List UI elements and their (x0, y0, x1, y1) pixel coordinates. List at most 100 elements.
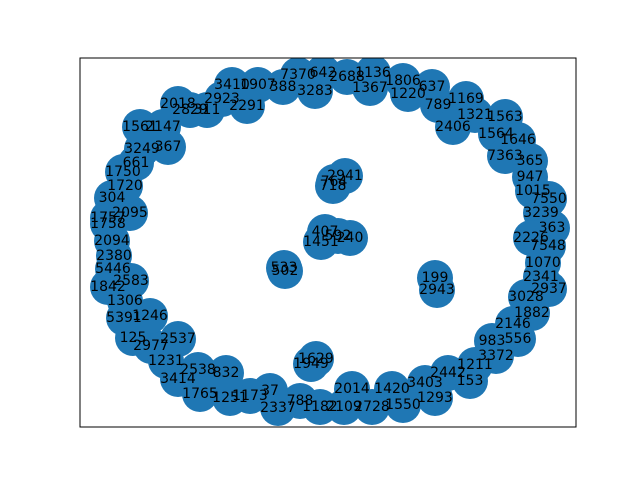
node-label: 3372 (478, 348, 514, 364)
node-label: 2095 (112, 205, 148, 221)
node-label: 1758 (90, 216, 126, 232)
node-label: 3414 (160, 371, 196, 387)
node-label: 37 (261, 383, 279, 399)
node-label: 1169 (448, 91, 484, 107)
node-label: 3239 (523, 205, 559, 221)
node-label: 832 (213, 365, 240, 381)
node-label: 311 (194, 102, 221, 118)
node-label: 983 (479, 333, 506, 349)
node-label: 2537 (160, 331, 196, 347)
node-label: 1070 (525, 255, 561, 271)
node-label: 2583 (113, 273, 149, 289)
node-label: 125 (120, 330, 147, 346)
node-label: 2538 (180, 362, 216, 378)
node-label: 3028 (508, 289, 544, 305)
node-label: 7363 (487, 148, 523, 164)
node-label: 1550 (385, 397, 421, 413)
node (267, 253, 303, 289)
node-label: 2018 (160, 96, 196, 112)
node-label: 407 (312, 224, 339, 240)
node-label: 1842 (90, 279, 126, 295)
node-label: 7370 (280, 67, 316, 83)
plot-frame (79, 57, 577, 428)
node (297, 73, 333, 109)
node-label: 2923 (204, 91, 240, 107)
node-label: 7550 (531, 191, 567, 207)
node (417, 380, 453, 416)
node-label: 5446 (95, 261, 131, 277)
node-label: 1646 (500, 132, 536, 148)
node-label: 153 (457, 373, 484, 389)
node-label: 1173 (232, 388, 268, 404)
node-label: 1451 (303, 234, 339, 250)
node-label: 1564 (478, 126, 514, 142)
node-label: 947 (517, 169, 544, 185)
node-label: 2943 (419, 282, 455, 298)
node-label: 2728 (354, 399, 390, 415)
node-label: 2109 (326, 399, 362, 415)
node (315, 168, 351, 204)
node-label: 2146 (495, 316, 531, 332)
node-label: 1015 (515, 183, 551, 199)
node-label: 1629 (298, 351, 334, 367)
node-label: 1806 (385, 73, 421, 89)
node-label: 1246 (132, 308, 168, 324)
node-label: 1882 (514, 305, 550, 321)
node-label: 3249 (124, 141, 160, 157)
node-label: 1321 (457, 107, 493, 123)
node (385, 387, 421, 423)
node-label: 1220 (390, 86, 426, 102)
node-label: 1563 (487, 109, 523, 125)
node-label: 788 (287, 393, 314, 409)
node-label: 1765 (182, 386, 218, 402)
node-label: 2094 (94, 233, 130, 249)
node-label: 1420 (374, 381, 410, 397)
node-label: 642 (310, 65, 337, 81)
node-label: 2147 (145, 119, 181, 135)
node-label: 5391 (106, 310, 142, 326)
node-label: 1231 (148, 353, 184, 369)
node-label: 2226 (513, 230, 549, 246)
node-label: 3283 (297, 83, 333, 99)
node-label: 789 (425, 97, 452, 113)
node-label: 2380 (96, 248, 132, 264)
node-label: 1367 (352, 80, 388, 96)
node (160, 321, 196, 357)
node (229, 88, 265, 124)
node-label: 1182 (302, 399, 338, 415)
node-label: 2291 (229, 98, 265, 114)
node-label: 1561 (122, 119, 158, 135)
node-label: 592 (325, 228, 352, 244)
node (390, 76, 426, 112)
node-label: 2829 (172, 102, 208, 118)
node-label: 1306 (107, 293, 143, 309)
node-label: 1750 (105, 164, 141, 180)
node (352, 70, 388, 106)
node-label: 764 (321, 174, 348, 190)
node (293, 346, 329, 382)
node-label: 365 (517, 153, 544, 169)
node-label: 2406 (435, 119, 471, 135)
node-label: 1211 (457, 357, 493, 373)
node (332, 220, 368, 256)
node-label: 556 (505, 331, 532, 347)
node-label: 718 (320, 178, 347, 194)
node-label: 2977 (133, 338, 169, 354)
node-label: 304 (99, 190, 126, 206)
node-label: 2341 (523, 269, 559, 285)
node-label: 2442 (430, 365, 466, 381)
node-label: 3403 (407, 375, 443, 391)
node-label: 199 (422, 270, 449, 286)
node-label: 2941 (327, 168, 363, 184)
node-label: 2337 (260, 400, 296, 416)
node-label: 502 (272, 263, 299, 279)
node-label: 637 (419, 79, 446, 95)
node (419, 272, 455, 308)
node (452, 363, 488, 399)
node-label: 1907 (240, 77, 276, 93)
node-label: 2688 (329, 69, 365, 85)
node-label: 7548 (530, 238, 566, 254)
node-label: 661 (123, 155, 150, 171)
